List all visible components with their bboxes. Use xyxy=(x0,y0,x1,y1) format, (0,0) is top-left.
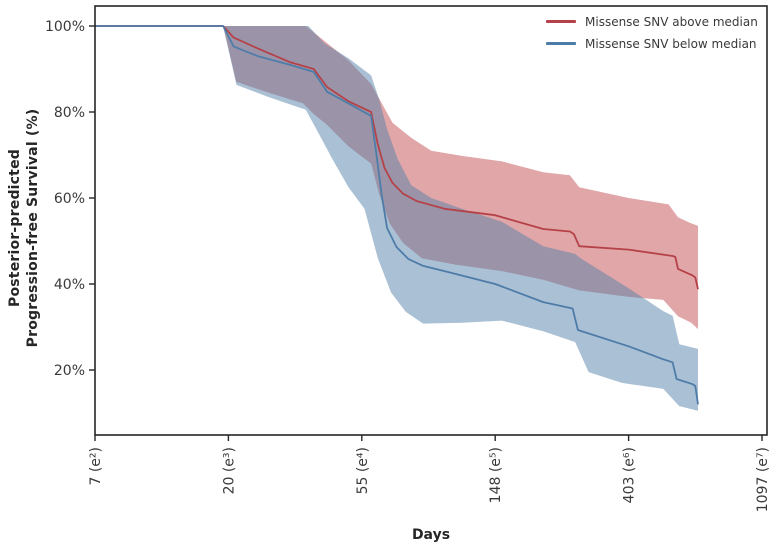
legend-line-blue-icon xyxy=(546,42,576,45)
legend: Missense SNV above median Missense SNV b… xyxy=(546,11,758,54)
y-tick-label: 40% xyxy=(54,277,85,293)
x-tick-label: 7 (e²) xyxy=(88,447,104,486)
y-axis-title: Posterior-predicted Progression-free Sur… xyxy=(6,48,44,408)
legend-line-red-icon xyxy=(546,20,576,23)
legend-item-below-median: Missense SNV below median xyxy=(546,33,758,54)
y-tick-label: 60% xyxy=(54,191,85,207)
x-tick-label: 148 (e⁵) xyxy=(488,447,504,503)
x-tick-label: 20 (e³) xyxy=(221,447,237,494)
plot-frame xyxy=(94,5,768,436)
survival-line-above-median xyxy=(95,25,699,290)
x-tick-label: 403 (e⁶) xyxy=(622,447,638,503)
legend-label-above-median: Missense SNV above median xyxy=(585,14,758,29)
y-tick-label: 20% xyxy=(54,363,85,379)
legend-item-above-median: Missense SNV above median xyxy=(546,11,758,32)
x-tick-label: 55 (e⁴) xyxy=(355,447,371,494)
y-tick-label: 80% xyxy=(54,105,85,121)
credible-band-below-median xyxy=(223,26,698,411)
y-axis-title-line2: Progression-free Survival (%) xyxy=(25,108,41,348)
legend-label-below-median: Missense SNV below median xyxy=(585,36,757,51)
y-axis-title-line1: Posterior-predicted xyxy=(7,149,23,307)
x-tick-label: 1097 (e⁷) xyxy=(755,447,771,512)
x-axis-title: Days xyxy=(411,527,451,543)
survival-line-below-median xyxy=(95,25,699,405)
y-tick-label: 100% xyxy=(45,19,85,35)
